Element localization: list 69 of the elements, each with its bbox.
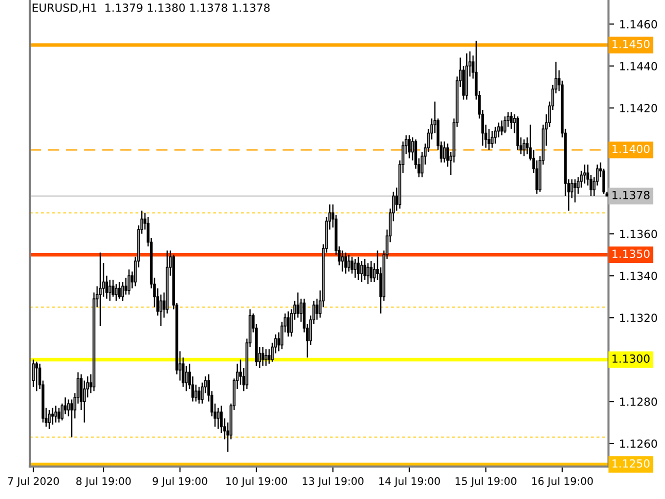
candlestick bbox=[574, 178, 576, 203]
candlestick bbox=[51, 407, 54, 426]
candlestick bbox=[114, 283, 118, 302]
candlestick bbox=[366, 262, 370, 285]
y-tick-label: 1.1440 bbox=[620, 62, 658, 70]
y-tick-label: 1.1320 bbox=[620, 314, 658, 322]
candlestick bbox=[67, 398, 70, 417]
candlestick bbox=[121, 281, 124, 302]
candlestick bbox=[494, 126, 497, 144]
y-tick-label: 1.1340 bbox=[620, 272, 658, 280]
y-tick-label: 1.1280 bbox=[620, 398, 658, 406]
candlestick bbox=[118, 281, 121, 300]
candlestick bbox=[504, 116, 506, 134]
candlestick bbox=[216, 407, 220, 430]
candlestick bbox=[341, 250, 344, 272]
candlestick bbox=[488, 128, 490, 151]
candlestick bbox=[128, 268, 130, 296]
candlestick bbox=[264, 348, 268, 367]
candlestick bbox=[490, 130, 494, 148]
chart-title: EURUSD,H1 1.1379 1.1380 1.1378 1.1378 bbox=[32, 4, 270, 14]
x-tick-label: 10 Jul 19:00 bbox=[226, 476, 287, 487]
candlestick bbox=[583, 164, 586, 184]
y-tick-label: 1.1420 bbox=[620, 104, 658, 112]
candlestick bbox=[83, 380, 86, 424]
ref-line-label: 1.1400 bbox=[612, 144, 650, 154]
y-tick-label: 1.1360 bbox=[620, 230, 658, 238]
x-tick-label: 14 Jul 19:00 bbox=[379, 476, 440, 487]
x-tick-label: 8 Jul 19:00 bbox=[76, 476, 131, 487]
x-tick-label: 7 Jul 2020 bbox=[8, 476, 59, 487]
candlestick bbox=[198, 386, 200, 404]
candlestick bbox=[357, 256, 360, 281]
x-tick-label: 13 Jul 19:00 bbox=[302, 476, 364, 487]
candlestick bbox=[48, 409, 51, 430]
candlestick bbox=[108, 279, 112, 302]
ref-line-label: 1.1378 bbox=[612, 190, 650, 200]
ref-line-label: 1.1450 bbox=[612, 40, 650, 48]
ref-line-label: 1.1300 bbox=[612, 354, 650, 363]
x-tick-label: 15 Jul 19:00 bbox=[456, 476, 516, 487]
candlestick bbox=[347, 254, 350, 272]
candlestick bbox=[500, 120, 504, 136]
x-tick-label: 16 Jul 19:00 bbox=[532, 476, 593, 487]
y-tick-label: 1.1260 bbox=[620, 439, 658, 448]
candlestick bbox=[32, 358, 35, 388]
candlestick bbox=[370, 260, 373, 283]
candlestick bbox=[64, 396, 67, 415]
ref-line-label: 1.1250 bbox=[612, 459, 650, 468]
candlestick bbox=[363, 258, 366, 281]
candlestick bbox=[54, 405, 58, 424]
y-tick-label: 1.1460 bbox=[620, 20, 658, 28]
candlestick bbox=[261, 346, 264, 367]
candlestick bbox=[522, 138, 526, 157]
candlestick bbox=[411, 136, 414, 162]
candlestick bbox=[443, 140, 446, 164]
candlestick bbox=[35, 361, 38, 392]
candlestick bbox=[354, 258, 357, 278]
candlestick bbox=[360, 260, 363, 283]
ref-line-label: 1.1350 bbox=[612, 250, 650, 258]
x-tick-label: 9 Jul 19:00 bbox=[152, 476, 208, 487]
candlestick bbox=[408, 134, 411, 159]
candlestick bbox=[344, 252, 348, 274]
candlestick bbox=[286, 310, 290, 338]
candlestick bbox=[112, 279, 114, 298]
candlestick bbox=[98, 252, 102, 327]
candlestick bbox=[510, 112, 513, 130]
candlestick bbox=[350, 256, 354, 274]
candlestick bbox=[58, 407, 60, 424]
candlestick bbox=[194, 384, 198, 402]
candlestick bbox=[316, 298, 318, 320]
candlestick bbox=[296, 292, 300, 318]
